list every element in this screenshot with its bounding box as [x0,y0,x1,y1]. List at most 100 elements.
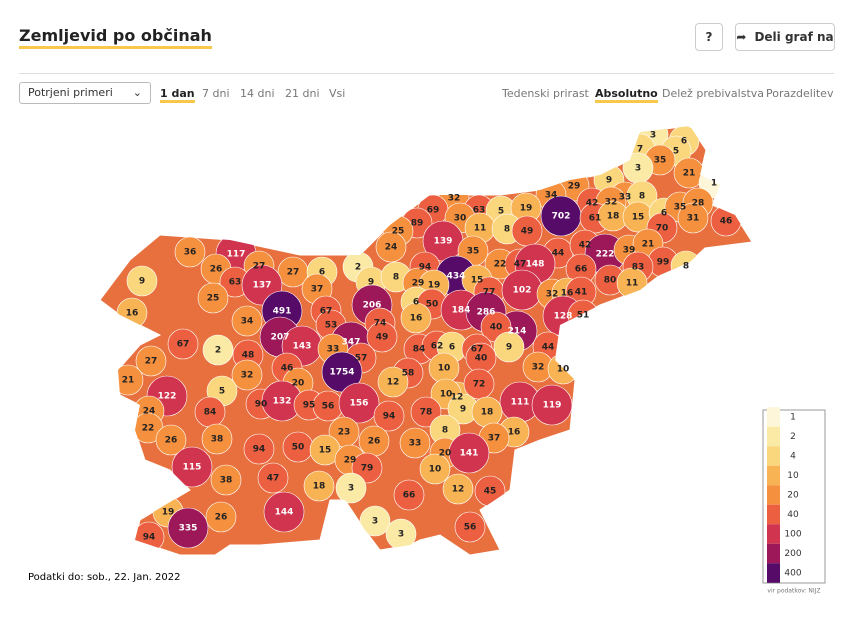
municipality-label: 15 [471,276,484,286]
tab[interactable]: Porazdelitev [766,87,834,100]
municipality-label: 214 [508,327,527,337]
municipality-label: 94 [383,412,396,422]
tab[interactable]: Absolutno [595,87,658,103]
municipality-label: 49 [376,333,389,343]
municipality-label: 11 [474,224,487,234]
municipality-label: 12 [387,378,400,388]
municipality-label: 47 [514,260,527,270]
municipality-label: 16 [561,289,574,299]
municipality-label: 67 [177,340,190,350]
municipality-label: 61 [589,214,602,224]
municipality-label: 128 [554,312,573,322]
municipality-label: 27 [253,262,266,272]
municipality-label: 10 [557,365,570,375]
municipality-label: 49 [521,227,534,237]
municipality [359,505,391,537]
share-button[interactable]: ➦ Deli graf na [735,23,835,51]
tab[interactable]: Tedenski prirast [502,87,589,100]
municipality-label: 1 [711,179,717,189]
municipality-label: 94 [419,263,432,273]
legend-source: vir podatkov: NIJZ [767,588,820,595]
municipality-label: 56 [322,402,335,412]
municipality-label: 3 [398,530,404,540]
municipality-label: 35 [674,203,687,213]
municipality [448,432,490,474]
metric-select[interactable]: Potrjeni primeri ⌄ [19,82,151,104]
legend-swatch [767,485,780,505]
municipality-label: 111 [511,398,530,408]
municipality-label: 24 [385,243,398,253]
municipality-label: 5 [498,207,504,217]
municipality-label: 8 [683,262,689,272]
municipality [454,511,486,543]
municipality-label: 10 [429,465,442,475]
municipality-label: 44 [542,343,555,353]
municipality-label: 32 [448,194,461,204]
municipality-label: 12 [451,393,464,403]
municipality [205,501,237,533]
help-button[interactable]: ? [695,23,723,51]
municipality-label: 35 [467,247,480,257]
municipality-label: 9 [139,277,145,287]
municipality-label: 38 [220,476,233,486]
municipality-label: 19 [520,204,533,214]
municipality [377,366,409,398]
municipality-label: 8 [639,192,645,202]
municipality-label: 18 [481,408,494,418]
municipality-label: 9 [506,343,512,353]
municipality [155,424,187,456]
municipality-label: 77 [483,288,496,298]
municipality-label: 12 [452,485,465,495]
municipality-label: 26 [368,437,381,447]
municipality-label: 46 [720,217,733,227]
municipality-label: 5 [673,147,679,157]
legend-label: 2 [790,432,796,442]
municipality-label: 24 [143,407,156,417]
municipality [493,331,525,363]
municipality-label: 122 [158,392,177,402]
municipality-label: 26 [215,513,228,523]
share-icon: ➦ [736,30,747,44]
municipality-label: 51 [577,311,590,321]
municipality-label: 141 [460,449,479,459]
share-label: Deli graf na [754,30,834,44]
tab[interactable]: 1 dan [160,87,195,103]
municipality-label: 28 [692,199,705,209]
municipality [419,453,451,485]
municipality-label: 42 [586,199,599,209]
tab[interactable]: 14 dni [240,87,275,100]
municipality-label: 79 [361,464,374,474]
municipality-label: 29 [568,182,581,192]
municipality-label: 15 [632,213,645,223]
municipality-label: 22 [494,260,507,270]
municipality-label: 102 [513,286,532,296]
municipality-label: 72 [473,380,486,390]
municipality-label: 94 [253,445,266,455]
municipality-label: 6 [661,209,667,219]
municipality-label: 20 [292,379,305,389]
municipality-label: 99 [657,258,670,268]
tab[interactable]: Vsi [329,87,346,100]
municipality-label: 29 [344,456,357,466]
municipality-label: 53 [325,321,338,331]
municipality-label: 78 [420,408,433,418]
municipality-label: 137 [253,281,272,291]
municipality-label: 37 [488,434,501,444]
municipality [373,400,405,432]
tab[interactable]: Delež prebivalstva [662,87,765,100]
tab[interactable]: 7 dni [202,87,230,100]
municipality-label: 63 [229,278,242,288]
municipality-label: 434 [447,272,466,282]
legend-swatch [767,407,780,427]
municipality-label: 40 [475,354,488,364]
municipality-label: 58 [402,369,415,379]
tab[interactable]: 21 dni [285,87,320,100]
municipality-label: 48 [242,351,255,361]
municipality-label: 26 [210,265,223,275]
municipality-label: 80 [604,276,617,286]
municipality-label: 19 [162,508,175,518]
municipality-label: 144 [275,508,294,518]
municipality-label: 56 [464,523,477,533]
municipality-label: 33 [327,345,340,355]
